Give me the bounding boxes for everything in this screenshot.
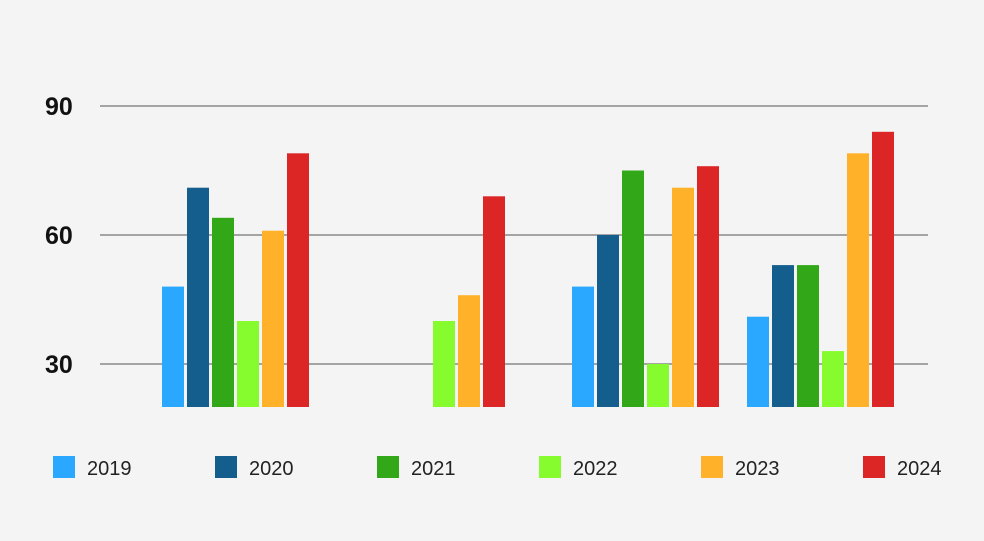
legend-label-2024: 2024 [897, 458, 942, 480]
y-tick-label-30: 30 [45, 351, 73, 379]
legend-item-2023: 2023 [701, 456, 780, 480]
bar-2023-group-1 [262, 230, 284, 407]
legend-label-2020: 2020 [249, 458, 294, 480]
bar-2021-group-3 [622, 170, 644, 407]
bar-2019-group-4 [747, 316, 769, 407]
bar-2022-group-2 [433, 321, 455, 407]
legend-label-2023: 2023 [735, 458, 780, 480]
bar-2021-group-1 [212, 217, 234, 407]
legend: 2019 2020 2021 2022 2023 2024 [53, 456, 942, 480]
legend-swatch-2023 [701, 456, 723, 478]
y-tick-label-90: 90 [45, 93, 73, 121]
bar-2019-group-1 [162, 286, 184, 407]
y-tick-label-60: 60 [45, 222, 73, 250]
legend-item-2021: 2021 [377, 456, 456, 480]
bar-2024-group-4 [872, 131, 894, 408]
bar-2023-group-2 [458, 295, 480, 407]
legend-item-2020: 2020 [215, 456, 294, 480]
bar-2024-group-3 [697, 166, 719, 407]
bar-2020-group-3 [597, 235, 619, 407]
y-axis-ticks: 30 60 90 [45, 93, 73, 379]
legend-item-2019: 2019 [53, 456, 132, 480]
legend-swatch-2020 [215, 456, 237, 478]
bar-2024-group-1 [287, 153, 309, 407]
legend-swatch-2024 [863, 456, 885, 478]
legend-label-2022: 2022 [573, 458, 618, 480]
legend-item-2022: 2022 [539, 456, 618, 480]
bar-2022-group-1 [237, 321, 259, 407]
legend-item-2024: 2024 [863, 456, 942, 480]
bar-2019-group-3 [572, 286, 594, 407]
legend-swatch-2021 [377, 456, 399, 478]
bar-2020-group-1 [187, 187, 209, 407]
bar-2022-group-3 [647, 364, 669, 407]
bar-2021-group-4 [797, 265, 819, 407]
legend-swatch-2019 [53, 456, 75, 478]
bar-2023-group-4 [847, 153, 869, 407]
bar-2024-group-2 [483, 196, 505, 407]
legend-label-2021: 2021 [411, 458, 456, 480]
bar-2023-group-3 [672, 187, 694, 407]
bars [162, 131, 894, 408]
legend-swatch-2022 [539, 456, 561, 478]
bar-2020-group-4 [772, 265, 794, 407]
legend-label-2019: 2019 [87, 458, 132, 480]
bar-2022-group-4 [822, 351, 844, 407]
